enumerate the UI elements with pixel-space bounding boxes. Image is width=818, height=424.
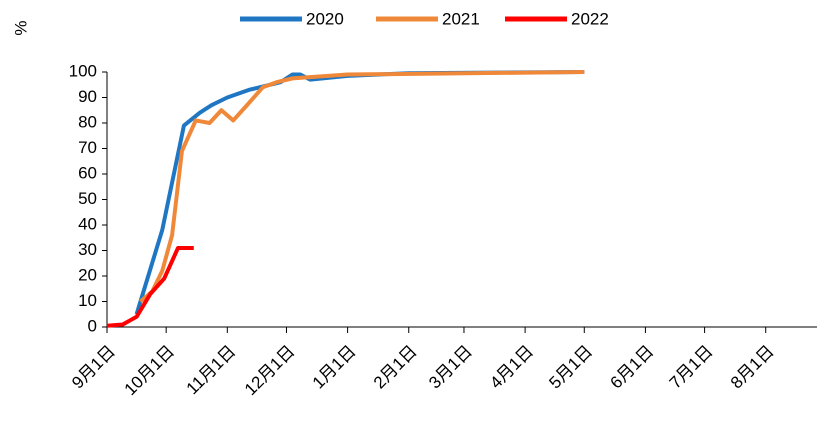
- x-tick-label: 12月1日: [241, 342, 299, 400]
- x-tick-label: 3月1日: [425, 342, 476, 393]
- y-tick-label: 70: [78, 138, 97, 157]
- y-tick-label: 0: [88, 316, 97, 335]
- y-tick-label: 20: [78, 265, 97, 284]
- legend-label: 2022: [571, 9, 609, 28]
- x-tick-label: 8月1日: [727, 342, 778, 393]
- x-tick-label: 6月1日: [607, 342, 658, 393]
- x-tick-label: 10月1日: [121, 342, 179, 400]
- y-tick-label: 100: [69, 61, 97, 80]
- x-tick-label: 7月1日: [666, 342, 717, 393]
- legend-label: 2020: [306, 9, 344, 28]
- x-tick-label: 11月1日: [183, 342, 240, 399]
- x-tick-label: 2月1日: [370, 342, 421, 393]
- y-tick-label: 80: [78, 112, 97, 131]
- line-series: [139, 70, 585, 304]
- line-series: [134, 70, 585, 315]
- y-tick-label: 10: [78, 291, 97, 310]
- x-tick-label: 4月1日: [486, 342, 537, 393]
- y-tick-label: 40: [78, 214, 97, 233]
- y-axis-label: %: [11, 20, 30, 35]
- y-tick-label: 30: [78, 240, 97, 259]
- line-series: [106, 245, 194, 328]
- x-tick-label: 9月1日: [68, 342, 119, 393]
- legend-label: 2021: [442, 9, 480, 28]
- y-tick-label: 60: [78, 163, 97, 182]
- x-tick-label: 5月1日: [545, 342, 596, 393]
- y-tick-label: 90: [78, 87, 97, 106]
- x-tick-label: 1月1日: [309, 342, 360, 393]
- y-tick-label: 50: [78, 189, 97, 208]
